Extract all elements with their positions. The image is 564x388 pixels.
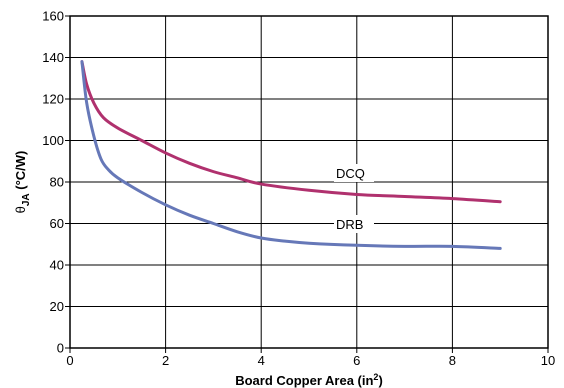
drb-label-bg bbox=[334, 215, 374, 233]
y-tick-label: 160 bbox=[42, 9, 64, 24]
y-tick-label: 60 bbox=[50, 216, 64, 231]
x-tick-label: 2 bbox=[162, 353, 169, 368]
x-tick-labels: 0 2 4 6 8 10 bbox=[66, 348, 555, 368]
x-tick-label: 10 bbox=[541, 353, 555, 368]
y-tick-labels: 0 20 40 60 80 100 120 140 160 bbox=[42, 9, 70, 356]
series-line-dcq bbox=[80, 60, 502, 204]
dcq-label-bg bbox=[334, 164, 374, 182]
y-tick-label: 100 bbox=[42, 133, 64, 148]
y-tick-label: 40 bbox=[50, 258, 64, 273]
series-label-dcq: DCQ bbox=[336, 166, 365, 181]
x-axis-title-main: Board Copper Area (in bbox=[235, 373, 373, 388]
x-axis-title-sup: 2 bbox=[373, 372, 378, 382]
x-tick-label: 8 bbox=[449, 353, 456, 368]
x-tick-label: 6 bbox=[353, 353, 360, 368]
x-tick-label: 0 bbox=[66, 353, 73, 368]
x-tick-label: 4 bbox=[258, 353, 265, 368]
y-tick-label: 0 bbox=[57, 341, 64, 356]
y-tick-label: 120 bbox=[42, 92, 64, 107]
series-label-drb: DRB bbox=[336, 217, 363, 232]
y-axis-title-sub: JA bbox=[21, 193, 32, 206]
series-lines bbox=[80, 60, 502, 250]
y-axis-title-rest: (°C/W) bbox=[13, 151, 28, 194]
series-line-drb bbox=[80, 60, 502, 250]
x-axis-title-end: ) bbox=[378, 373, 382, 388]
grid-lines bbox=[70, 16, 548, 348]
x-axis-title: Board Copper Area (in2) bbox=[235, 372, 383, 388]
y-axis-title-theta: θ bbox=[13, 206, 28, 213]
y-tick-label: 80 bbox=[50, 175, 64, 190]
y-axis-title: θJA (°C/W) bbox=[13, 151, 32, 214]
y-tick-label: 140 bbox=[42, 50, 64, 65]
y-tick-label: 20 bbox=[50, 299, 64, 314]
